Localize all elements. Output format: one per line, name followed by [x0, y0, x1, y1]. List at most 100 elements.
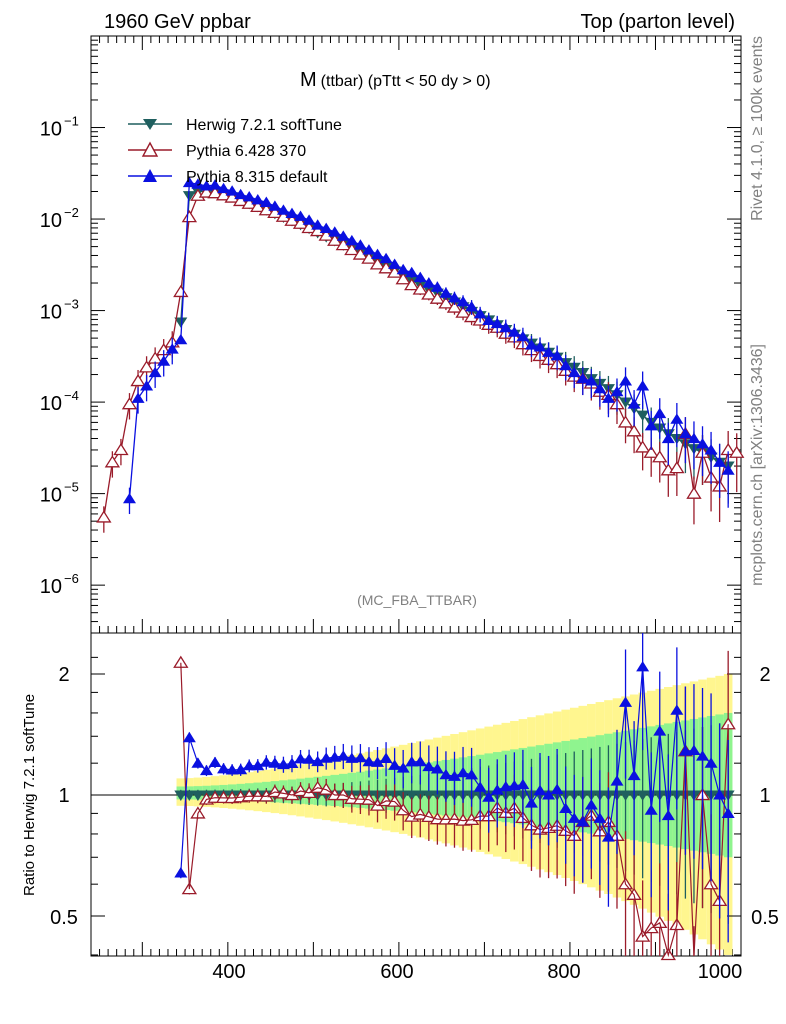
data-point	[328, 226, 342, 237]
data-point	[173, 284, 189, 298]
x-tick-400: 400	[212, 961, 245, 983]
x-tick-1000: 1000	[698, 961, 743, 983]
ratio-axis-ticks	[91, 656, 741, 956]
data-point	[130, 373, 146, 387]
data-point	[174, 317, 188, 328]
main-ytick-label: 10	[40, 393, 62, 415]
data-point	[336, 230, 350, 241]
data-point	[456, 295, 470, 307]
data-point	[251, 194, 265, 205]
data-point	[404, 277, 420, 291]
main-ytick-label: 10	[40, 302, 62, 324]
data-point	[412, 282, 428, 295]
ratio-point	[311, 755, 325, 767]
main-ytick-exponent: −6	[64, 571, 79, 586]
legend: Herwig 7.2.1 softTune Pythia 6.428 370 P…	[128, 117, 342, 186]
data-point	[242, 190, 256, 202]
main-ytick-exponent: −3	[64, 297, 79, 312]
data-point	[345, 234, 359, 246]
data-point	[386, 265, 403, 278]
data-point	[225, 185, 239, 196]
data-point	[362, 244, 376, 255]
data-point	[610, 385, 624, 397]
data-point	[165, 343, 179, 354]
ratio-point	[653, 725, 667, 736]
data-point	[438, 296, 454, 309]
ratio-point	[670, 704, 684, 715]
data-point	[122, 492, 136, 504]
data-point	[473, 308, 487, 319]
ratio-point	[516, 778, 530, 790]
data-point	[617, 415, 634, 428]
data-point	[234, 188, 248, 200]
data-point	[267, 205, 283, 219]
data-point	[499, 321, 513, 333]
ratio-point	[636, 790, 650, 801]
data-point	[686, 486, 702, 499]
data-point	[311, 219, 325, 230]
ratio-series-layer	[173, 633, 736, 961]
data-point	[533, 341, 547, 352]
triangle-up-icon	[143, 169, 157, 182]
ratio-point	[405, 790, 419, 801]
data-point	[661, 432, 675, 444]
data-point	[627, 398, 641, 409]
data-point	[302, 214, 316, 225]
data-point	[191, 178, 205, 189]
main-ytick-exponent: −1	[64, 114, 79, 129]
data-point	[601, 392, 615, 403]
data-point	[644, 420, 658, 431]
data-point	[465, 300, 479, 312]
ratio-point	[336, 750, 350, 761]
data-point	[301, 220, 317, 234]
data-point	[369, 257, 386, 270]
series-1-main	[96, 185, 745, 533]
ratio-point	[251, 759, 265, 771]
data-point	[174, 333, 188, 345]
data-point	[181, 210, 198, 223]
plot-watermark: (MC_FBA_TTBAR)	[357, 592, 477, 608]
main-series-layer	[96, 176, 745, 533]
legend-item-pythia8: Pythia 8.315 default	[128, 169, 328, 186]
ratio-point	[174, 790, 188, 801]
data-point	[113, 442, 129, 456]
data-point	[626, 424, 642, 437]
ratio-point	[225, 764, 239, 775]
side-label-rivet: Rivet 4.1.0, ≥ 100k events	[749, 36, 766, 221]
data-point	[636, 410, 650, 422]
ratio-ytick-right-1: 1	[759, 785, 770, 807]
ratio-point	[446, 812, 463, 825]
ratio-point	[619, 696, 633, 707]
main-ytick-exponent: −2	[64, 205, 79, 220]
data-point	[182, 191, 196, 202]
ratio-point	[182, 731, 196, 743]
data-point	[421, 287, 437, 300]
main-plot-title: M (ttbar) (pTtt < 50 dy > 0)	[300, 69, 491, 91]
triangle-up-open-icon	[141, 141, 159, 157]
ratio-ytick-right-2: 2	[759, 664, 770, 686]
ratio-line	[180, 662, 729, 958]
data-point	[634, 440, 651, 453]
data-point	[507, 326, 521, 337]
ratio-point	[345, 752, 359, 763]
data-point	[217, 182, 231, 194]
data-point	[653, 407, 667, 419]
ratio-ytick-left-1: 1	[58, 785, 69, 807]
ratio-point	[412, 807, 428, 820]
ratio-y-axis-title: Ratio to Herwig 7.2.1 softTune	[21, 694, 38, 896]
ratio-point	[191, 790, 205, 801]
data-point	[447, 291, 461, 303]
data-point	[550, 350, 564, 361]
data-point	[371, 248, 385, 260]
data-point	[593, 382, 607, 394]
side-label-mcplots: mcplots.cern.ch [arXiv:1306.3436]	[749, 344, 766, 586]
data-point	[208, 179, 222, 190]
data-point	[687, 432, 701, 444]
ratio-point	[430, 790, 444, 801]
main-ytick-label: 10	[40, 119, 62, 141]
data-point	[268, 200, 282, 211]
data-point	[670, 413, 684, 424]
ratio-point	[619, 790, 633, 801]
data-point	[542, 346, 556, 357]
